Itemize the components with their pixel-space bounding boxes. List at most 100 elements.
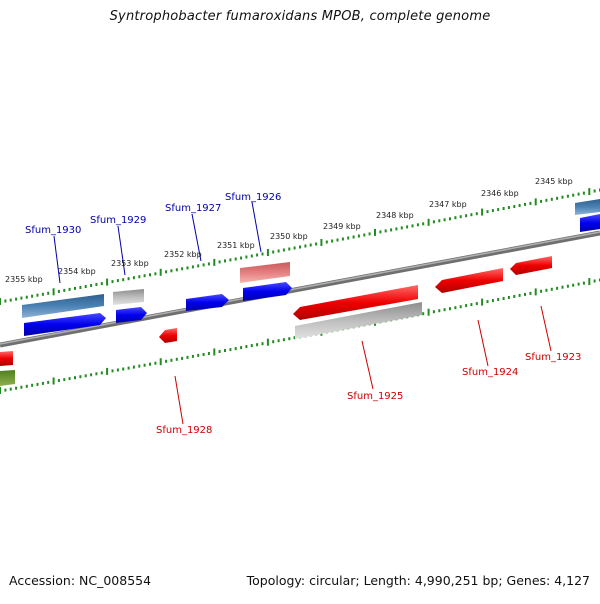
ruler-minor-tick xyxy=(63,288,66,292)
ruler-minor-tick xyxy=(47,291,50,295)
ruler-minor-tick xyxy=(545,198,548,202)
ruler-minor-tick xyxy=(132,276,135,280)
ruler-minor-tick xyxy=(229,258,232,262)
ruler-minor-tick xyxy=(272,340,275,344)
ruler-minor-tick xyxy=(475,302,478,306)
gene-feature-left-olive[interactable] xyxy=(0,370,15,386)
ruler-minor-tick xyxy=(486,210,489,214)
gene-labels: Sfum_1930 Sfum_1929 Sfum_1927 Sfum_1926 … xyxy=(25,192,581,436)
ruler-minor-tick xyxy=(449,307,451,311)
gene-label-sfum-1929[interactable]: Sfum_1929 xyxy=(90,215,146,226)
gene-feature-right-blue[interactable] xyxy=(580,214,600,232)
ruler-minor-tick xyxy=(593,189,596,193)
gene-feature-sfum-1929-b[interactable] xyxy=(116,307,147,323)
ruler-minor-tick xyxy=(357,234,360,238)
ruler-minor-tick xyxy=(191,354,194,358)
gene-label-sfum-1928[interactable]: Sfum_1928 xyxy=(156,425,212,436)
ruler-minor-tick xyxy=(293,336,296,340)
genome-backbone xyxy=(0,230,600,348)
gene-label-sfum-1924[interactable]: Sfum_1924 xyxy=(462,367,518,378)
ruler-minor-tick xyxy=(524,292,526,296)
gene-label-sfum-1930[interactable]: Sfum_1930 xyxy=(25,225,81,236)
ruler-minor-tick xyxy=(513,205,516,208)
ruler-minor-tick xyxy=(272,250,275,254)
ruler-minor-tick xyxy=(47,380,50,384)
ruler-minor-tick xyxy=(9,298,12,302)
ruler-minor-tick xyxy=(74,376,76,380)
gene-feature-right-steel[interactable] xyxy=(575,199,600,215)
ruler-minor-tick xyxy=(15,386,18,390)
ruler-minor-tick xyxy=(111,369,114,373)
ruler-minor-tick xyxy=(384,229,387,233)
ruler-minor-tick xyxy=(4,299,7,303)
ruler-minor-tick xyxy=(31,294,34,298)
ruler-minor-tick xyxy=(582,281,585,285)
ruler-minor-tick xyxy=(363,233,366,237)
ruler-label: 2352 kbp xyxy=(164,250,202,259)
ruler-minor-tick xyxy=(465,214,468,218)
ruler-minor-tick xyxy=(79,375,82,379)
gene-label-sfum-1923[interactable]: Sfum_1923 xyxy=(525,352,581,363)
gene-label-sfum-1926[interactable]: Sfum_1926 xyxy=(225,192,281,203)
ruler-minor-tick xyxy=(250,254,253,258)
ruler-major-tick xyxy=(0,387,1,394)
gene-feature-left-red[interactable] xyxy=(0,351,13,366)
ruler-minor-tick xyxy=(20,385,23,389)
ruler-minor-tick xyxy=(277,339,280,343)
ruler-minor-tick xyxy=(240,346,243,350)
forward-genes xyxy=(22,199,600,336)
ruler-major-tick xyxy=(0,298,1,305)
ruler-minor-tick xyxy=(170,358,173,362)
ruler-minor-tick xyxy=(127,277,130,281)
gene-label-sfum-1925[interactable]: Sfum_1925 xyxy=(347,391,403,402)
gene-feature-sfum-1925[interactable] xyxy=(293,285,418,320)
ruler-minor-tick xyxy=(138,275,141,279)
ruler-minor-tick xyxy=(207,262,210,266)
ruler-minor-tick xyxy=(379,230,382,234)
gene-feature-sfum-1924[interactable] xyxy=(435,268,503,293)
ruler-minor-tick xyxy=(540,199,543,203)
ruler-track-forward xyxy=(0,188,600,305)
gene-feature-sfum-1929[interactable] xyxy=(113,289,144,305)
ruler-minor-tick xyxy=(95,372,98,376)
ruler-minor-tick xyxy=(299,245,301,249)
ruler-major-tick xyxy=(534,198,537,206)
ruler-minor-tick xyxy=(459,305,462,309)
ruler-major-tick xyxy=(588,188,591,196)
ruler-minor-tick xyxy=(127,366,130,370)
ruler-major-tick xyxy=(320,239,323,246)
ruler-minor-tick xyxy=(165,270,168,274)
gene-feature-sfum-1930[interactable] xyxy=(22,294,104,318)
ruler-minor-tick xyxy=(116,368,119,372)
gene-feature-sfum-1927[interactable] xyxy=(186,294,229,311)
ruler-minor-tick xyxy=(497,298,500,301)
ruler-minor-tick xyxy=(282,338,285,342)
leader-sfum-1930 xyxy=(53,235,61,284)
ruler-minor-tick xyxy=(63,378,66,382)
gene-label-sfum-1927[interactable]: Sfum_1927 xyxy=(165,203,221,214)
ruler-minor-tick xyxy=(154,361,157,365)
ruler-major-tick xyxy=(534,288,537,296)
ruler-minor-tick xyxy=(175,268,178,272)
ruler-minor-tick xyxy=(68,377,71,381)
gene-feature-sfum-1930-b[interactable] xyxy=(24,313,106,336)
ruler-minor-tick xyxy=(529,291,532,295)
gene-feature-sfum-1926-b[interactable] xyxy=(243,282,292,301)
ruler-minor-tick xyxy=(432,220,435,224)
ruler-minor-tick xyxy=(256,343,259,347)
leader-sfum-1926 xyxy=(251,201,262,253)
ruler-minor-tick xyxy=(149,273,151,277)
gene-feature-sfum-1928[interactable] xyxy=(159,328,177,343)
ruler-minor-tick xyxy=(224,259,226,263)
ruler-minor-tick xyxy=(400,226,403,230)
ruler-minor-tick xyxy=(111,280,114,284)
ruler-minor-tick xyxy=(556,286,559,290)
gene-feature-sfum-1925-b[interactable] xyxy=(295,302,422,339)
gene-feature-sfum-1926[interactable] xyxy=(240,262,290,283)
ruler-major-tick xyxy=(52,377,55,385)
ruler-minor-tick xyxy=(20,296,23,300)
ruler-major-tick xyxy=(213,348,216,356)
gene-feature-sfum-1923[interactable] xyxy=(510,256,552,275)
ruler-minor-tick xyxy=(138,364,141,368)
